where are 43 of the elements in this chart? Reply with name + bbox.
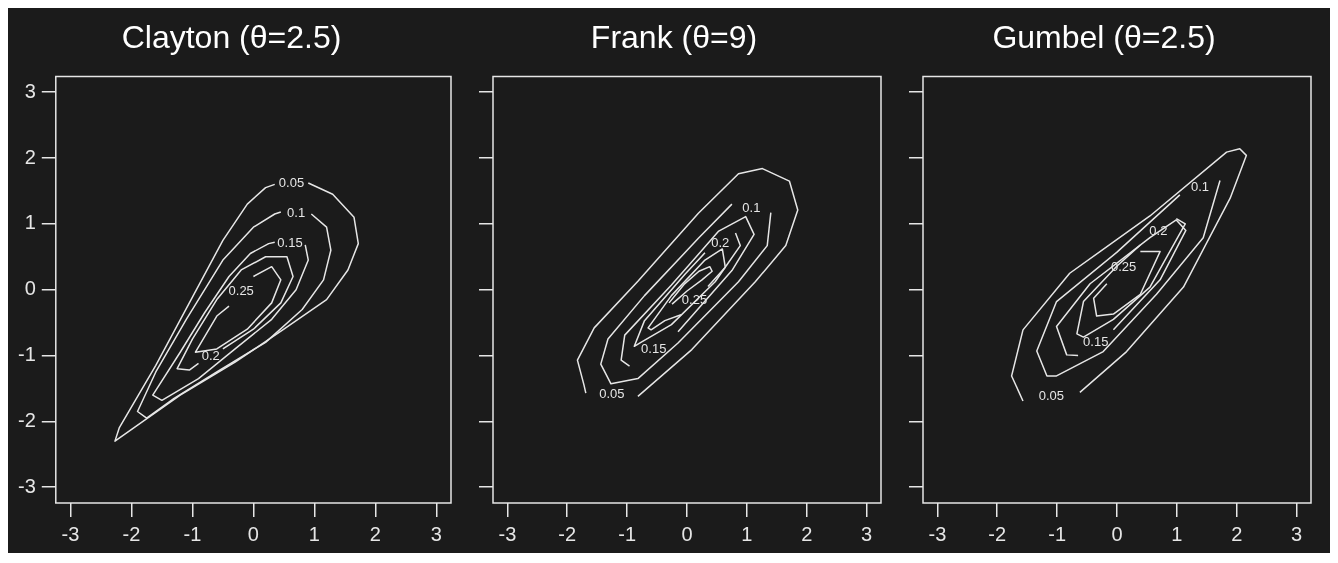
x-tick-label: -1	[1048, 522, 1067, 545]
y-tick-label: -2	[17, 408, 36, 431]
x-tick-label: 0	[247, 522, 259, 545]
series-label: 0.15	[277, 235, 303, 251]
series-label: 0.2	[711, 234, 730, 250]
chart-title: Frank (θ=9)	[590, 19, 758, 56]
series-label: 0.05	[599, 386, 625, 402]
series-label: 0.1	[742, 199, 761, 215]
x-tick-label: 2	[1231, 522, 1243, 545]
x-tick-label: 1	[741, 522, 753, 545]
x-tick-label: 0	[1111, 522, 1123, 545]
chart-title: Clayton (θ=2.5)	[121, 19, 342, 56]
x-tick-label: 2	[369, 522, 381, 545]
x-tick-label: 0	[681, 522, 693, 545]
y-tick-label: 1	[24, 211, 36, 234]
x-tick-label: 1	[1171, 522, 1183, 545]
series-label: 0.05	[278, 175, 305, 191]
y-tick-label: 0	[24, 277, 36, 300]
x-tick-label: -2	[122, 522, 141, 545]
y-tick-label: 2	[24, 145, 36, 168]
x-tick-label: -3	[928, 522, 947, 545]
series-label: 0.25	[228, 282, 254, 298]
series-label: 0.1	[1190, 179, 1209, 195]
x-tick-label: -2	[988, 522, 1007, 545]
x-tick-label: -3	[498, 522, 517, 545]
series-label: 0.15	[641, 340, 667, 356]
x-tick-label: 3	[1291, 522, 1303, 545]
y-tick-label: -1	[17, 343, 36, 366]
series-label: 0.05	[1038, 388, 1065, 404]
y-tick-label: -3	[17, 474, 36, 497]
x-tick-label: 3	[861, 522, 873, 545]
chart-title: Gumbel (θ=2.5)	[992, 19, 1216, 56]
x-tick-label: -2	[558, 522, 577, 545]
series-label: 0.1	[287, 204, 306, 220]
x-tick-label: -3	[61, 522, 80, 545]
x-tick-label: 1	[308, 522, 320, 545]
series-label: 0.15	[1083, 334, 1109, 350]
x-tick-label: -1	[618, 522, 637, 545]
series-label: 0.2	[201, 347, 220, 363]
x-tick-label: 3	[430, 522, 442, 545]
x-tick-label: 2	[801, 522, 813, 545]
y-tick-label: 3	[24, 79, 36, 102]
x-tick-label: -1	[183, 522, 202, 545]
